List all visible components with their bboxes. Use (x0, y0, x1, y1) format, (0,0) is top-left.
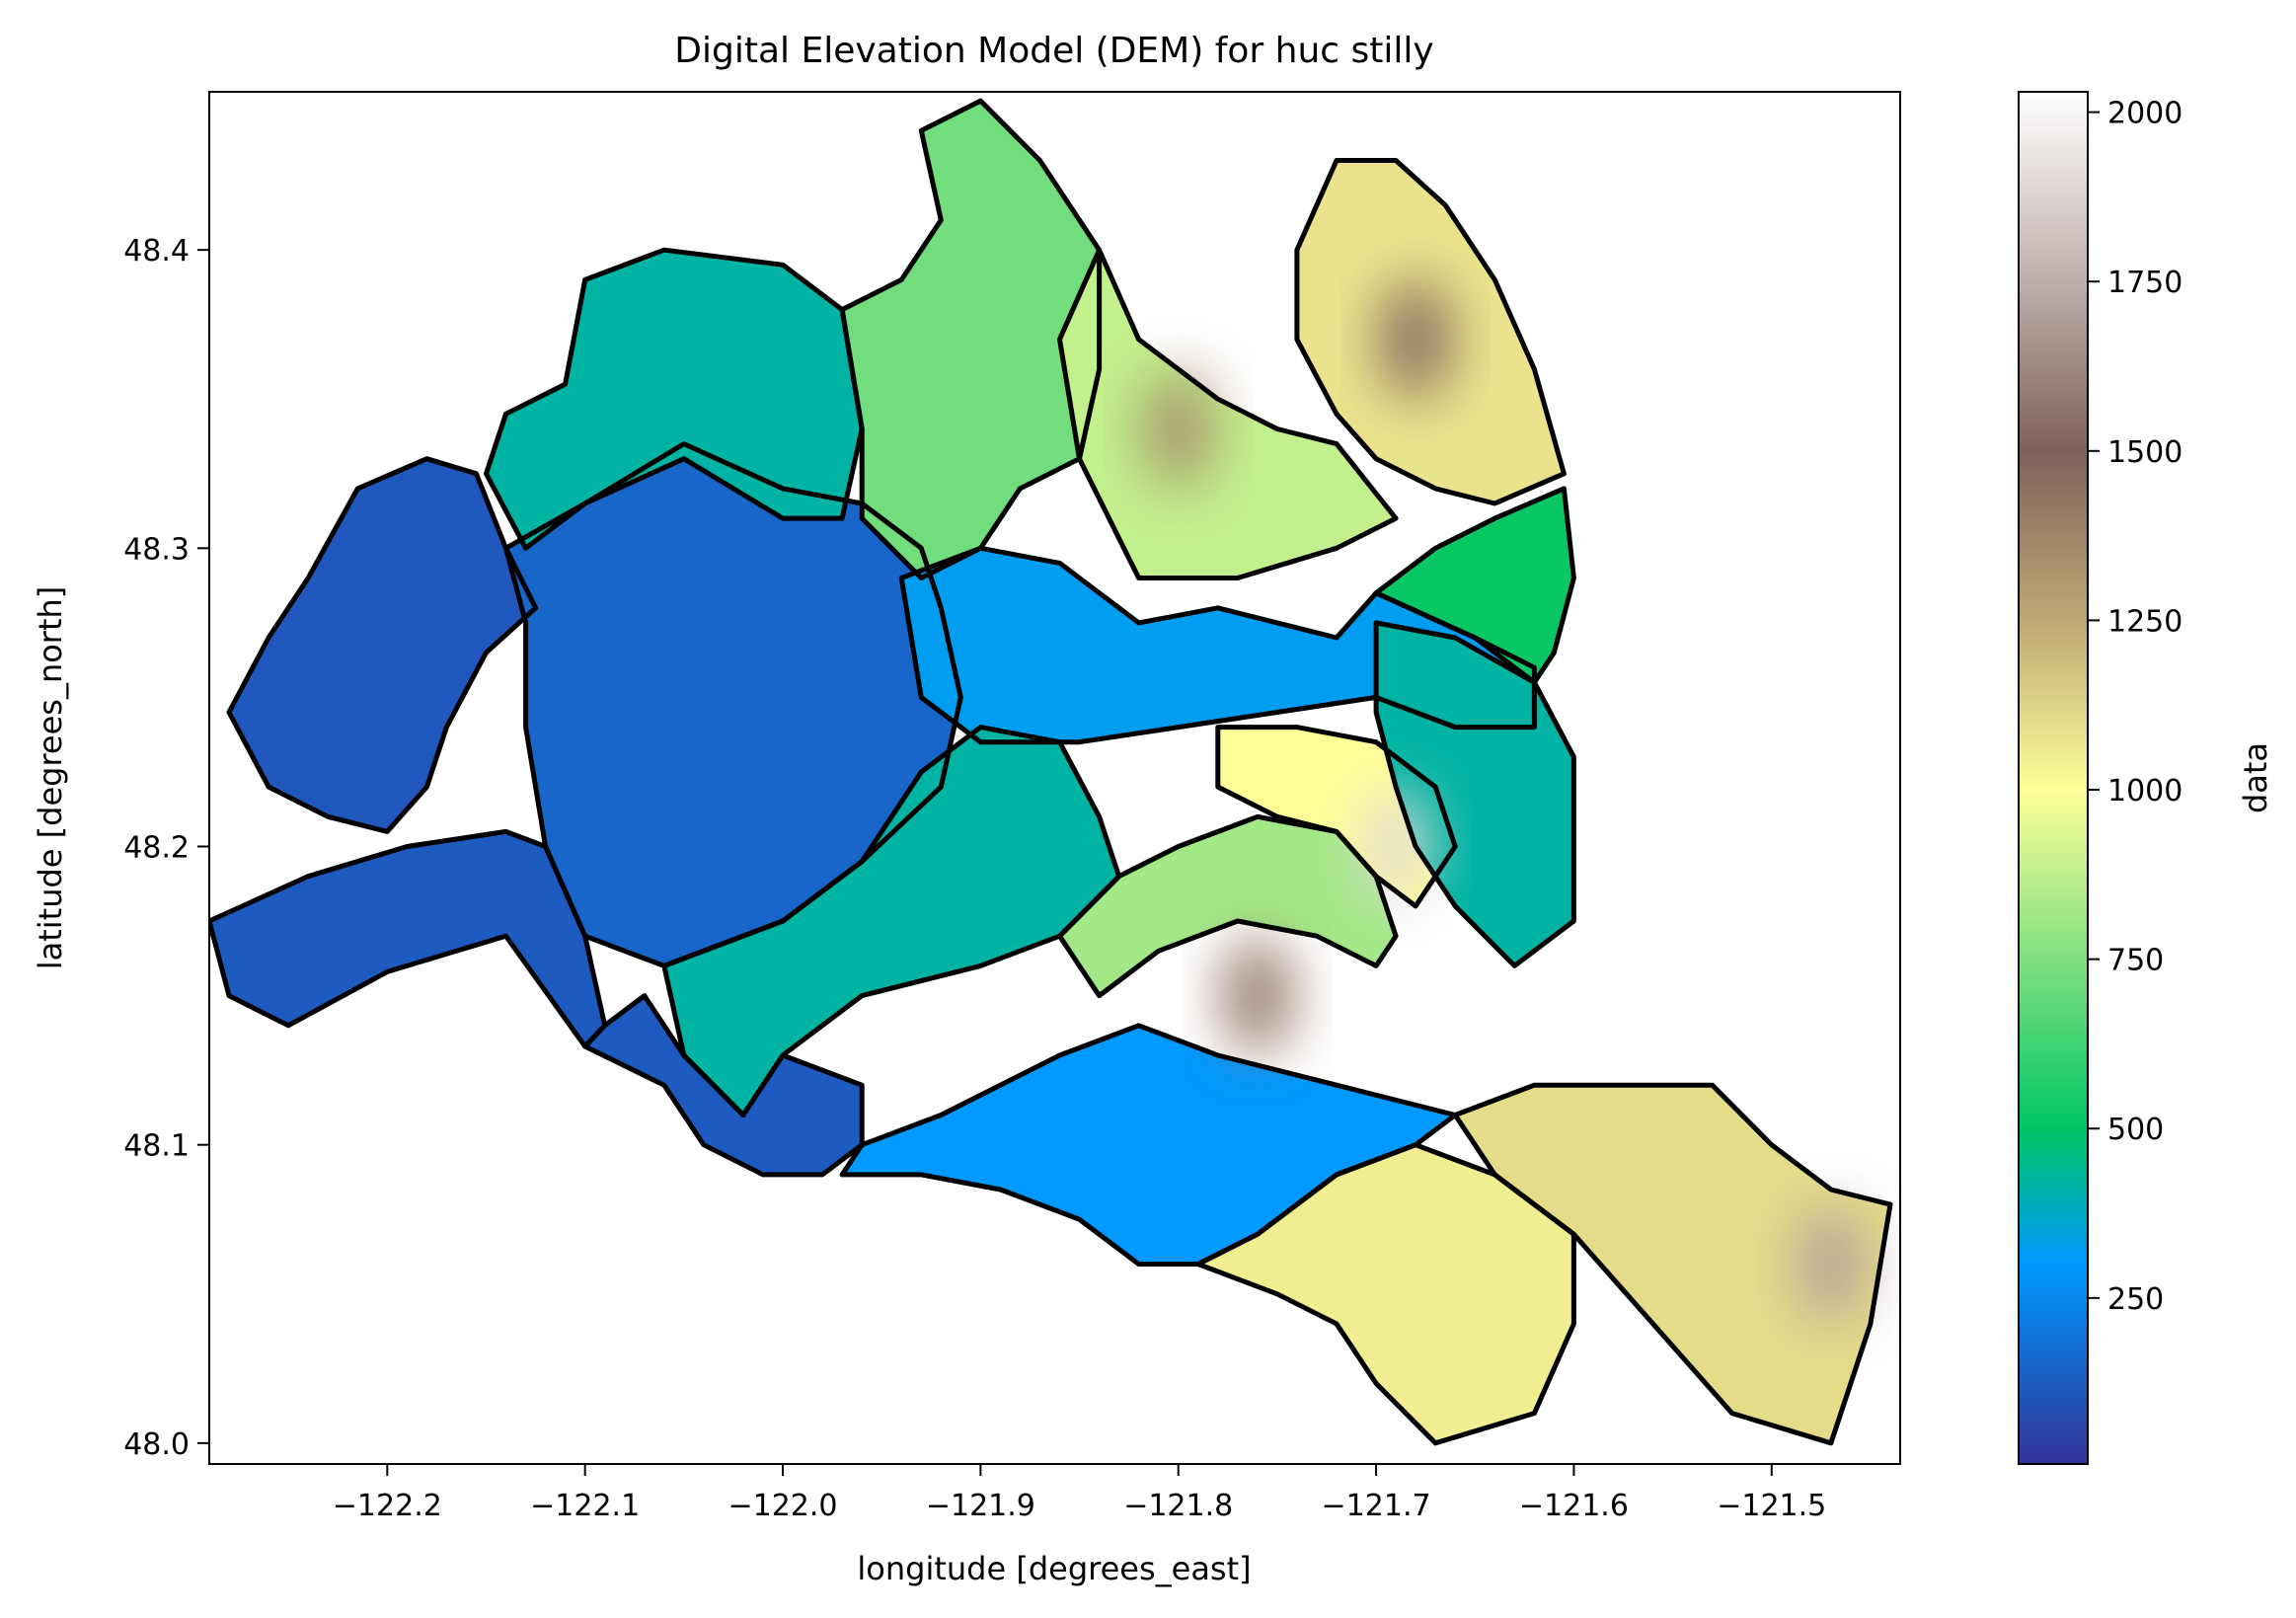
boundary-south-ridge (1057, 813, 1399, 999)
peak-east-peak (1358, 787, 1434, 906)
region-southeast-basin (842, 1025, 1456, 1265)
region-southwest-lowland (584, 995, 863, 1175)
colorbar: 250 500 750 1000 1250 1500 1750 2000 data (2018, 91, 2274, 1465)
boundary-far-east (1452, 1082, 1893, 1446)
y-tick-label: 48.1 (123, 1129, 190, 1164)
colorbar-tick-label: 1500 (2107, 435, 2182, 470)
region-lowland-central (505, 443, 961, 966)
boundary-east-basin (1373, 620, 1576, 968)
boundary-southeast-ridge (1195, 1142, 1576, 1446)
boundary-northeast-b (1294, 158, 1567, 506)
colorbar-label: data (2237, 742, 2274, 813)
peak-northeast-peak (1378, 279, 1454, 399)
y-tick-label: 48.4 (123, 234, 190, 269)
region-north-upper (842, 101, 1100, 578)
colorbar-tick-label: 500 (2107, 1113, 2164, 1147)
boundary-southwest-lowland (582, 993, 865, 1178)
region-east-basin (1376, 622, 1574, 966)
boundary-northwest (226, 456, 539, 834)
y-axis-ticks: 48.0 48.1 48.2 48.3 48.4 (123, 234, 209, 1462)
x-axis-ticks: −122.2 −122.1 −122.0 −121.9 −121.8 −121.7 −121… (333, 1464, 1826, 1523)
region-north-lowland (486, 250, 863, 549)
colorbar-tick-label: 750 (2107, 944, 2164, 978)
x-tick-label: −121.7 (1322, 1489, 1431, 1523)
region-south-central (663, 727, 1119, 1116)
x-tick-label: −122.0 (728, 1489, 838, 1523)
y-tick-label: 48.2 (123, 831, 190, 866)
region-east-upper (1376, 488, 1574, 683)
plot-area (208, 91, 1901, 1465)
colorbar-tick-label: 1000 (2107, 774, 2182, 809)
peak-north-peak (1140, 369, 1216, 489)
boundary-east-upper (1373, 486, 1576, 685)
region-northeast-a (1059, 250, 1397, 578)
boundary-lowland-central (503, 441, 963, 968)
boundary-central-valley (898, 545, 1537, 745)
x-axis-label: longitude [degrees_east] (857, 1550, 1251, 1587)
colorbar-tick-label: 2000 (2107, 97, 2182, 131)
y-tick-label: 48.0 (123, 1427, 190, 1462)
peak-south-peak (1219, 936, 1295, 1055)
x-tick-label: −121.9 (926, 1489, 1035, 1523)
x-tick-label: −121.8 (1123, 1489, 1233, 1523)
boundary-northeast-a (1057, 247, 1399, 580)
boundary-north-upper (839, 98, 1103, 580)
colorbar-gradient (2018, 91, 2089, 1465)
x-tick-label: −122.1 (530, 1489, 640, 1523)
colorbar-tick-label: 1250 (2107, 604, 2182, 639)
x-tick-label: −122.2 (333, 1489, 442, 1523)
colorbar-ticks: 250 500 750 1000 1250 1500 1750 2000 (2088, 97, 2182, 1317)
watershed-boundaries (209, 98, 1893, 1446)
x-tick-label: −121.6 (1519, 1489, 1629, 1523)
region-southeast-ridge (1197, 1144, 1574, 1443)
plot-frame (208, 91, 1901, 1465)
region-west (209, 831, 605, 1046)
boundary-east-ridge (1215, 725, 1458, 909)
region-far-east (1455, 1085, 1890, 1443)
x-tick-label: −121.5 (1717, 1489, 1826, 1523)
y-tick-label: 48.3 (123, 532, 190, 567)
chart-title: Digital Elevation Model (DEM) for huc st… (674, 31, 1433, 71)
peak-far-east-peak (1793, 1204, 1869, 1324)
region-south-ridge (1059, 816, 1397, 996)
colorbar-tick-label: 1750 (2107, 266, 2182, 300)
region-northwest (229, 458, 536, 832)
y-axis-label: latitude [degrees_north] (32, 586, 69, 970)
colorbar-tick-label: 250 (2107, 1282, 2164, 1317)
